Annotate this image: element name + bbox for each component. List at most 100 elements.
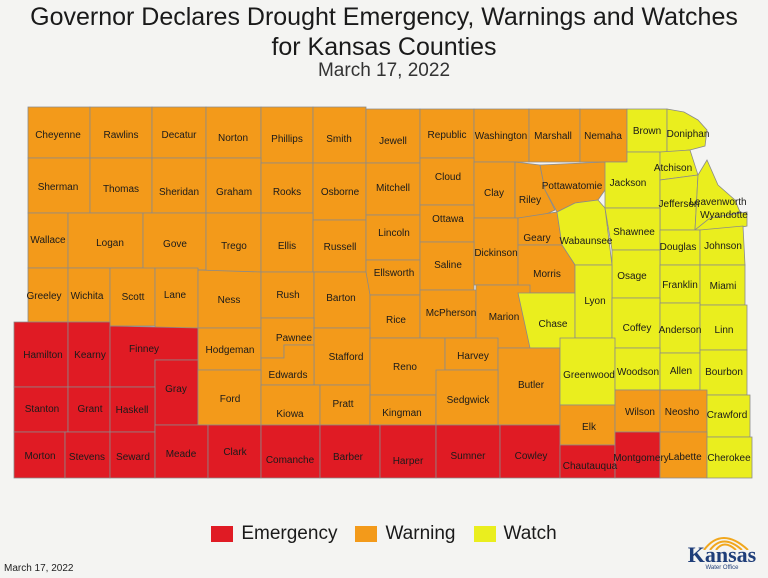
county-label-edwards: Edwards	[269, 370, 308, 381]
county-label-lincoln: Lincoln	[378, 228, 410, 239]
county-label-geary: Geary	[523, 233, 550, 244]
county-label-phillips: Phillips	[271, 134, 303, 145]
county-label-elk: Elk	[582, 422, 597, 433]
county-label-linn: Linn	[715, 325, 734, 336]
county-label-harper: Harper	[393, 456, 424, 467]
county-label-sedgwick: Sedgwick	[447, 395, 491, 406]
title-line-2: for Kansas Counties	[271, 33, 497, 61]
county-label-sheridan: Sheridan	[159, 187, 199, 198]
logo-subtitle: Water Office	[705, 565, 739, 571]
county-label-osage: Osage	[617, 271, 647, 282]
county-label-stafford: Stafford	[329, 352, 364, 363]
county-label-saline: Saline	[434, 260, 462, 271]
county-label-shawnee: Shawnee	[613, 227, 655, 238]
logo-wordmark: Kansas	[687, 542, 757, 567]
county-label-stanton: Stanton	[25, 404, 59, 415]
county-label-riley: Riley	[519, 195, 541, 206]
county-label-morris: Morris	[533, 269, 561, 280]
county-label-gove: Gove	[163, 239, 187, 250]
county-label-ness: Ness	[218, 295, 241, 306]
county-label-lane: Lane	[164, 290, 187, 301]
county-label-leavenworth: Leavenworth	[689, 197, 746, 208]
county-label-wallace: Wallace	[30, 235, 66, 246]
county-label-stevens: Stevens	[69, 452, 105, 463]
county-shapes	[13, 106, 753, 479]
watch-swatch	[473, 526, 496, 542]
county-label-greenwood: Greenwood	[563, 370, 615, 381]
county-label-republic: Republic	[428, 130, 467, 141]
map-title: Governor Declares Drought Emergency, War…	[0, 2, 768, 62]
county-label-mitchell: Mitchell	[376, 183, 410, 194]
county-label-ellis: Ellis	[278, 241, 296, 252]
county-label-seward: Seward	[116, 452, 150, 463]
county-label-clark: Clark	[223, 447, 247, 458]
county-label-dickinson: Dickinson	[474, 248, 517, 259]
county-label-ottawa: Ottawa	[432, 214, 464, 225]
county-label-smith: Smith	[326, 134, 352, 145]
county-label-norton: Norton	[218, 133, 248, 144]
county-label-rawlins: Rawlins	[103, 130, 138, 141]
county-label-atchison: Atchison	[654, 163, 692, 174]
county-label-graham: Graham	[216, 187, 252, 198]
county-label-kearny: Kearny	[74, 350, 106, 361]
county-label-kingman: Kingman	[382, 408, 421, 419]
county-label-grant: Grant	[77, 404, 102, 415]
county-label-gray: Gray	[165, 384, 187, 395]
county-label-rooks: Rooks	[273, 187, 301, 198]
kansas-water-office-logo: Kansas Water Office	[686, 530, 758, 574]
county-label-wilson: Wilson	[625, 407, 655, 418]
county-label-osborne: Osborne	[321, 187, 360, 198]
county-label-logan: Logan	[96, 238, 124, 249]
county-label-barton: Barton	[326, 293, 355, 304]
county-label-crawford: Crawford	[707, 410, 748, 421]
county-comanche	[260, 424, 321, 479]
county-label-trego: Trego	[221, 241, 247, 252]
county-label-mcpherson: McPherson	[426, 308, 477, 319]
county-label-scott: Scott	[122, 292, 145, 303]
county-label-reno: Reno	[393, 362, 417, 373]
county-label-brown: Brown	[633, 126, 661, 137]
county-label-miami: Miami	[710, 281, 737, 292]
county-label-jackson: Jackson	[610, 178, 647, 189]
county-label-anderson: Anderson	[659, 325, 702, 336]
county-label-comanche: Comanche	[266, 455, 315, 466]
title-line-1: Governor Declares Drought Emergency, War…	[30, 3, 738, 31]
county-label-harvey: Harvey	[457, 351, 489, 362]
sun-rays-icon	[703, 537, 749, 550]
county-label-chase: Chase	[539, 319, 568, 330]
county-label-ellsworth: Ellsworth	[374, 268, 415, 279]
county-label-johnson: Johnson	[704, 241, 742, 252]
county-harper	[379, 424, 437, 479]
county-label-cowley: Cowley	[515, 451, 548, 462]
county-label-rice: Rice	[386, 315, 406, 326]
county-label-hamilton: Hamilton	[23, 350, 62, 361]
legend-item-emergency: Emergency	[211, 523, 337, 545]
county-label-sumner: Sumner	[450, 451, 486, 462]
county-sheridan	[151, 157, 207, 214]
county-label-wyandotte: Wyandotte	[700, 210, 748, 221]
county-label-neosho: Neosho	[665, 407, 700, 418]
county-label-wichita: Wichita	[71, 291, 104, 302]
county-label-rush: Rush	[276, 290, 299, 301]
county-label-decatur: Decatur	[161, 130, 197, 141]
county-label-butler: Butler	[518, 380, 545, 391]
county-label-allen: Allen	[670, 366, 692, 377]
county-label-montgomery: Montgomery	[613, 453, 669, 464]
warning-swatch	[355, 526, 378, 542]
county-label-ford: Ford	[220, 394, 241, 405]
county-label-kiowa: Kiowa	[276, 409, 304, 420]
county-label-douglas: Douglas	[660, 242, 697, 253]
county-label-franklin: Franklin	[662, 280, 698, 291]
footer-date: March 17, 2022	[4, 563, 74, 574]
legend-item-warning: Warning	[355, 523, 456, 545]
county-label-jefferson: Jefferson	[659, 199, 700, 210]
county-label-morton: Morton	[24, 451, 55, 462]
county-cherokee	[706, 436, 753, 479]
county-label-jewell: Jewell	[379, 136, 407, 147]
county-label-coffey: Coffey	[623, 323, 652, 334]
county-label-pratt: Pratt	[332, 399, 353, 410]
emergency-swatch	[211, 526, 234, 542]
county-label-cloud: Cloud	[435, 172, 461, 183]
county-label-barber: Barber	[333, 452, 364, 463]
